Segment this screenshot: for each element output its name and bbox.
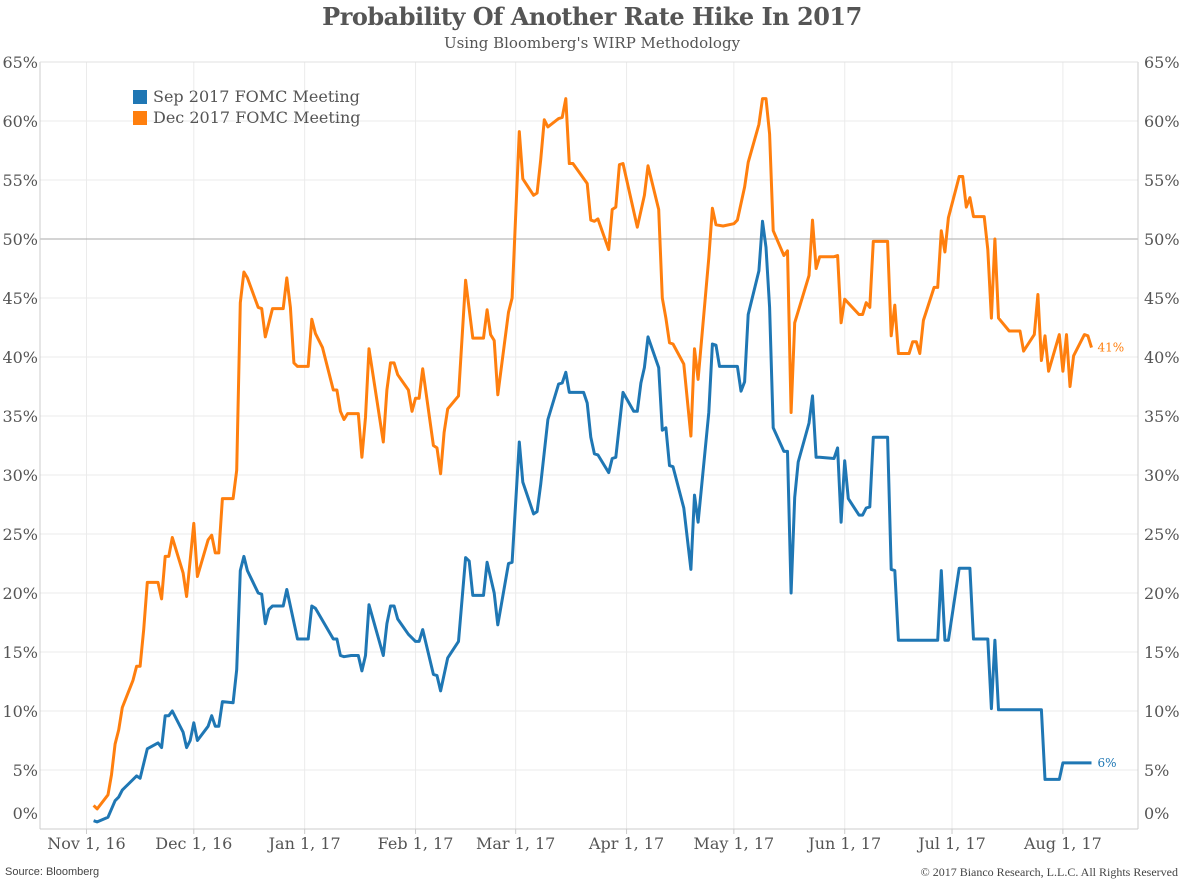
y-tick-label-left: 45% [2,289,38,308]
y-tick-label-left: 5% [13,761,38,780]
series-lines [92,97,1093,824]
x-tick-label: Jul 1, 17 [916,834,986,853]
x-tick-label: Mar 1, 17 [476,834,555,853]
x-axis: Nov 1, 16 Dec 1, 16 Jan 1, 17 Feb 1, 17 Mar … [47,829,1102,853]
end-label-sep: 6% [1098,756,1117,770]
legend: Sep 2017 FOMC Meeting Dec 2017 FOMC Meet… [133,86,361,128]
x-tick-label: Feb 1, 17 [378,834,454,853]
y-tick-label-right: 10% [1144,702,1180,721]
y-tick-label-right: 35% [1144,407,1180,426]
y-tick-label-left: 65% [2,53,38,72]
series-line-sep [93,219,1092,824]
y-tick-label-right: 45% [1144,289,1180,308]
y-tick-label-right: 25% [1144,525,1180,544]
y-tick-label-left: 35% [2,407,38,426]
y-tick-label-left: 40% [2,348,38,367]
y-tick-label-right: 0% [1144,804,1169,823]
end-label-dec: 41% [1098,341,1125,355]
y-tick-label-right: 5% [1144,761,1169,780]
y-axis-right: 0% 5% 10% 15% 20% 25% 30% 35% 40% 45% 50% 55% 60% 65% [1144,53,1180,823]
legend-swatch-sep [133,89,147,104]
y-tick-label-right: 50% [1144,230,1180,249]
y-tick-label-right: 40% [1144,348,1180,367]
plot-frame [39,61,1139,830]
x-tick-label: Aug 1, 17 [1023,834,1102,853]
y-tick-label-left: 30% [2,466,38,485]
y-tick-label-right: 60% [1144,112,1180,131]
x-tick-label: Nov 1, 16 [47,834,125,853]
y-tick-label-left: 20% [2,584,38,603]
chart-title: Probability Of Another Rate Hike In 2017 [322,2,862,31]
end-labels: 6% 41% [1098,341,1125,770]
chart-subtitle: Using Bloomberg's WIRP Methodology [443,34,741,52]
y-tick-label-right: 65% [1144,53,1180,72]
legend-item-sep: Sep 2017 FOMC Meeting [133,86,361,107]
y-tick-label-right: 15% [1144,643,1180,662]
source-note: Source: Bloomberg [5,866,100,878]
y-tick-label-right: 30% [1144,466,1180,485]
grid [40,61,1138,830]
x-tick-label: Apr 1, 17 [588,834,664,853]
y-tick-label-right: 55% [1144,171,1180,190]
y-tick-label-left: 25% [2,525,38,544]
legend-label-dec: Dec 2017 FOMC Meeting [153,108,361,127]
legend-item-dec: Dec 2017 FOMC Meeting [133,107,361,128]
x-tick-label: Jun 1, 17 [806,834,881,853]
y-tick-label-left: 0% [13,804,38,823]
y-tick-label-left: 60% [2,112,38,131]
x-tick-label: Dec 1, 16 [155,834,232,853]
y-tick-label-left: 15% [2,643,38,662]
x-tick-label: Jan 1, 17 [267,834,341,853]
x-tick-label: May 1, 17 [693,834,774,853]
y-axis-left: 0% 5% 10% 15% 20% 25% 30% 35% 40% 45% 50% 55% 60% 65% [2,53,38,823]
copyright-note: © 2017 Bianco Research, L.L.C. All Right… [920,865,1178,879]
y-tick-label-left: 55% [2,171,38,190]
y-tick-label-left: 50% [2,230,38,249]
y-tick-label-right: 20% [1144,584,1180,603]
series-line-dec [92,97,1093,811]
legend-label-sep: Sep 2017 FOMC Meeting [153,87,360,106]
legend-swatch-dec [133,110,147,125]
y-tick-label-left: 10% [2,702,38,721]
